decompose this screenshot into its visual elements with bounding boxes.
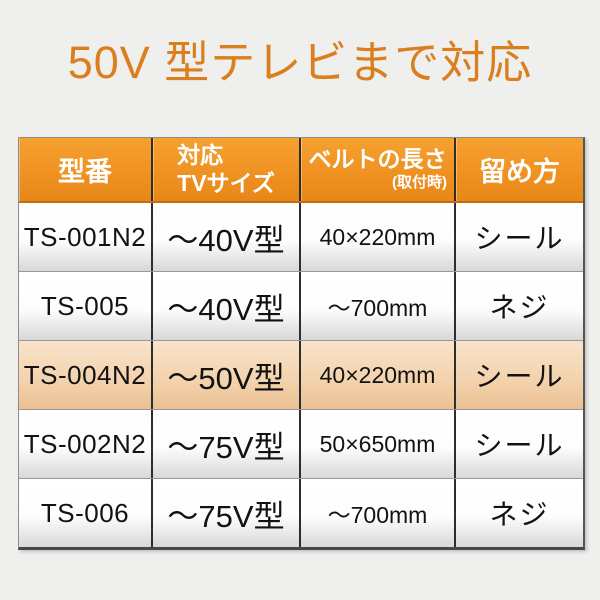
header-label-tv-size-line1: 対応	[177, 141, 224, 168]
header-cell-fastening: 留め方	[456, 138, 583, 201]
cell-fastening: シール	[474, 430, 565, 461]
cell-model: TS-001N2	[19, 203, 153, 271]
cell-belt-length: ～700mm	[301, 479, 456, 547]
header-cell-tv-size: 対応 TVサイズ	[153, 138, 301, 201]
table-header-row: 型番 対応 TVサイズ ベルトの長さ (取付時) 留め方	[19, 138, 583, 203]
header-label-model: 型番	[58, 157, 112, 187]
cell-model: TS-002N2	[19, 410, 153, 478]
cell-tv-size: ～40V型	[153, 203, 301, 271]
table-row: TS-006 ～75V型 ～700mm ネジ	[19, 478, 583, 547]
cell-belt-length: 50×650mm	[301, 410, 456, 478]
header-cell-model: 型番	[19, 138, 153, 201]
cell-model: TS-006	[19, 479, 153, 547]
cell-tv-size: ～40V型	[153, 272, 301, 340]
cell-model: TS-004N2	[19, 341, 153, 409]
cell-tv-size: ～50V型	[153, 341, 301, 409]
cell-fastening: ネジ	[489, 499, 550, 530]
table-row-highlighted: TS-004N2 ～50V型 40×220mm シール	[19, 340, 583, 409]
table-row: TS-005 ～40V型 ～700mm ネジ	[19, 271, 583, 340]
header-label-belt-length-note: (取付時)	[392, 174, 447, 192]
header-cell-belt-length: ベルトの長さ (取付時)	[301, 138, 456, 201]
cell-fastening: シール	[474, 223, 565, 254]
header-label-belt-length: ベルトの長さ	[308, 145, 447, 172]
cell-model: TS-005	[19, 272, 153, 340]
spec-table: 型番 対応 TVサイズ ベルトの長さ (取付時) 留め方 TS-001N2 ～4…	[18, 137, 585, 550]
header-label-tv-size-line2: TVサイズ	[177, 169, 275, 196]
cell-belt-length: ～700mm	[301, 272, 456, 340]
cell-fastening: シール	[474, 361, 565, 392]
cell-tv-size: ～75V型	[153, 479, 301, 547]
header-label-fastening: 留め方	[479, 157, 560, 187]
table-row: TS-002N2 ～75V型 50×650mm シール	[19, 409, 583, 478]
cell-tv-size: ～75V型	[153, 410, 301, 478]
cell-belt-length: 40×220mm	[301, 341, 456, 409]
table-row: TS-001N2 ～40V型 40×220mm シール	[19, 203, 583, 271]
cell-fastening: ネジ	[489, 292, 550, 323]
header-label-tv-size: 対応 TVサイズ	[177, 142, 275, 197]
cell-belt-length: 40×220mm	[301, 203, 456, 271]
page-title: 50V 型テレビまで対応	[67, 37, 533, 88]
